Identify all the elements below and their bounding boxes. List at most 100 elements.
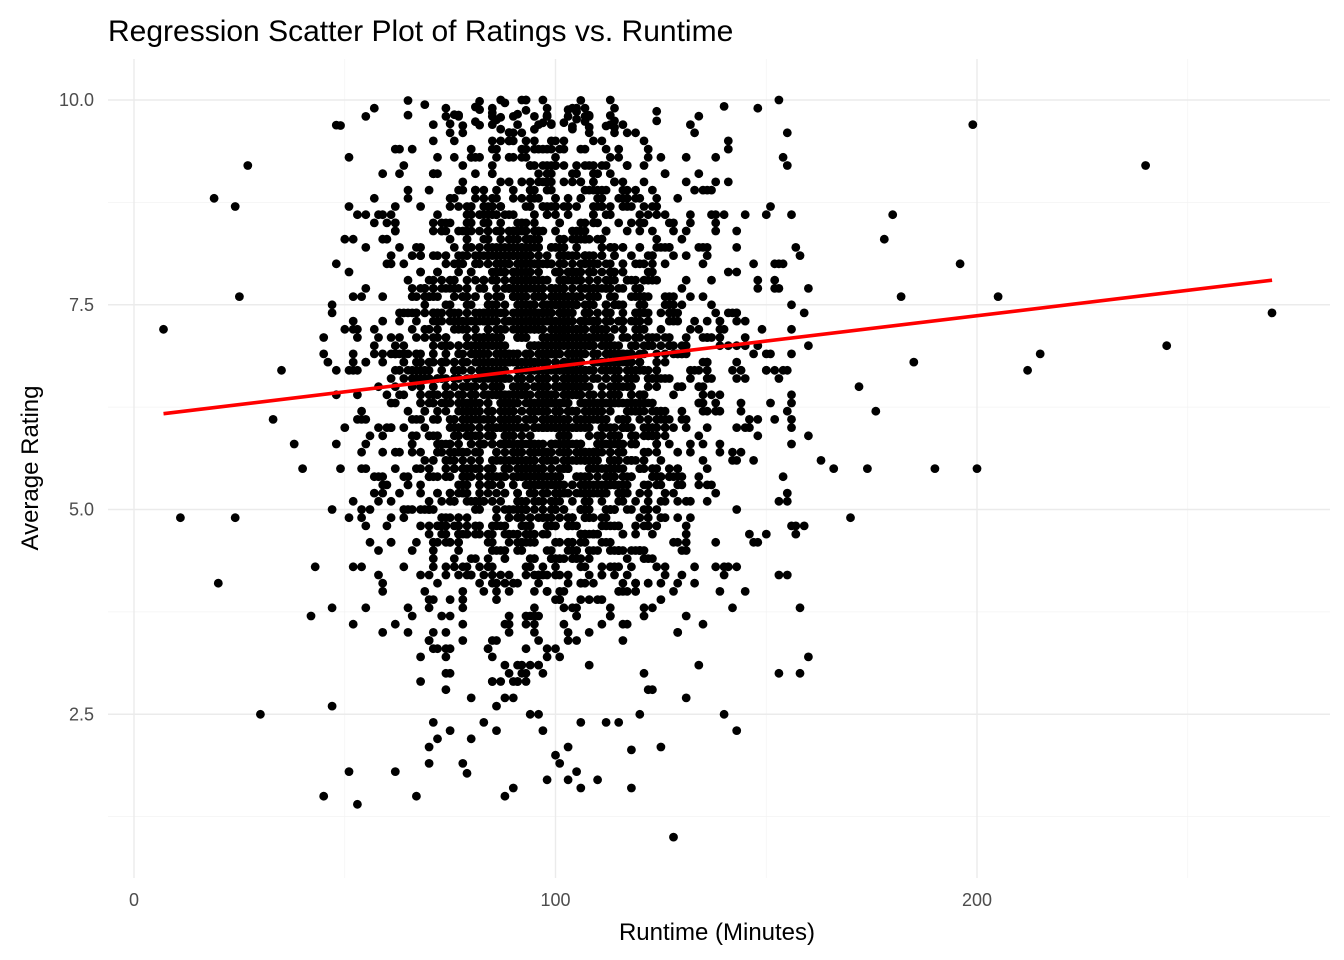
data-point	[353, 324, 362, 334]
data-point	[492, 472, 501, 482]
data-point	[791, 529, 801, 539]
data-point	[521, 234, 531, 244]
data-point	[551, 292, 560, 301]
data-point	[483, 537, 493, 547]
data-point	[525, 488, 535, 498]
data-point	[424, 759, 434, 768]
data-point	[390, 767, 400, 776]
data-point	[593, 775, 602, 785]
data-point	[652, 439, 662, 449]
data-point	[500, 374, 510, 383]
data-point	[605, 259, 615, 269]
data-point	[521, 562, 531, 572]
data-point	[555, 652, 565, 662]
data-point	[622, 587, 632, 596]
data-point	[534, 234, 543, 244]
data-point	[576, 505, 586, 514]
data-point	[462, 423, 472, 432]
data-point	[458, 349, 468, 359]
data-point	[753, 415, 763, 424]
data-point	[471, 193, 480, 203]
data-point	[542, 210, 552, 220]
data-point	[428, 546, 438, 555]
data-point	[466, 734, 476, 744]
data-point	[580, 103, 590, 113]
data-point	[563, 341, 573, 351]
data-point	[525, 447, 535, 457]
data-point	[437, 521, 447, 531]
data-point	[441, 300, 451, 310]
data-point	[605, 275, 615, 285]
data-point	[390, 218, 400, 228]
data-point	[513, 349, 522, 359]
data-point	[614, 456, 624, 465]
data-point	[361, 112, 371, 121]
data-point	[458, 128, 468, 138]
data-point	[576, 480, 586, 490]
data-point	[660, 562, 670, 572]
data-point	[551, 226, 560, 236]
data-point	[500, 275, 510, 285]
data-point	[496, 324, 506, 334]
data-point	[563, 636, 573, 645]
data-point	[677, 284, 687, 293]
data-point	[702, 365, 712, 375]
data-point	[525, 529, 535, 539]
data-point	[694, 169, 704, 179]
data-point	[681, 546, 691, 555]
data-point	[563, 112, 573, 121]
data-point	[580, 226, 590, 236]
data-point	[525, 284, 535, 293]
data-point	[584, 110, 594, 120]
data-point	[648, 185, 657, 195]
data-point	[597, 562, 607, 572]
data-point	[479, 185, 489, 195]
data-point	[462, 308, 472, 318]
data-point	[627, 218, 636, 228]
y-axis-title: Average Rating	[17, 386, 44, 551]
data-point	[622, 193, 632, 203]
data-point	[576, 472, 586, 482]
data-point	[584, 185, 594, 195]
data-point	[382, 423, 392, 432]
data-point	[378, 357, 388, 367]
data-point	[749, 349, 758, 359]
data-point	[407, 431, 417, 441]
data-point	[584, 570, 594, 580]
data-point	[496, 136, 506, 146]
data-point	[631, 333, 640, 342]
data-point	[669, 308, 678, 318]
data-point	[466, 267, 476, 277]
data-point	[403, 185, 413, 195]
data-point	[479, 193, 489, 203]
data-point	[782, 496, 792, 506]
data-point	[449, 152, 459, 162]
data-point	[521, 144, 531, 154]
data-point	[572, 546, 581, 555]
data-point	[673, 628, 683, 637]
data-point	[487, 210, 497, 220]
data-point	[761, 349, 771, 359]
data-point	[513, 415, 522, 424]
data-point	[462, 496, 472, 506]
data-point	[572, 767, 581, 776]
data-point	[879, 234, 889, 244]
data-point	[681, 537, 691, 547]
data-point	[534, 251, 543, 260]
data-point	[521, 644, 531, 654]
data-point	[681, 152, 691, 162]
data-point	[416, 521, 425, 531]
data-point	[487, 136, 497, 146]
data-point	[344, 767, 354, 776]
data-point	[479, 275, 489, 285]
data-point	[804, 652, 813, 662]
data-point	[420, 100, 430, 109]
data-point	[639, 202, 649, 211]
data-point	[614, 546, 624, 555]
data-point	[466, 570, 476, 580]
data-point	[702, 496, 712, 506]
data-point	[551, 390, 560, 400]
data-point	[479, 341, 489, 351]
data-point	[605, 341, 615, 351]
data-point	[715, 333, 725, 342]
